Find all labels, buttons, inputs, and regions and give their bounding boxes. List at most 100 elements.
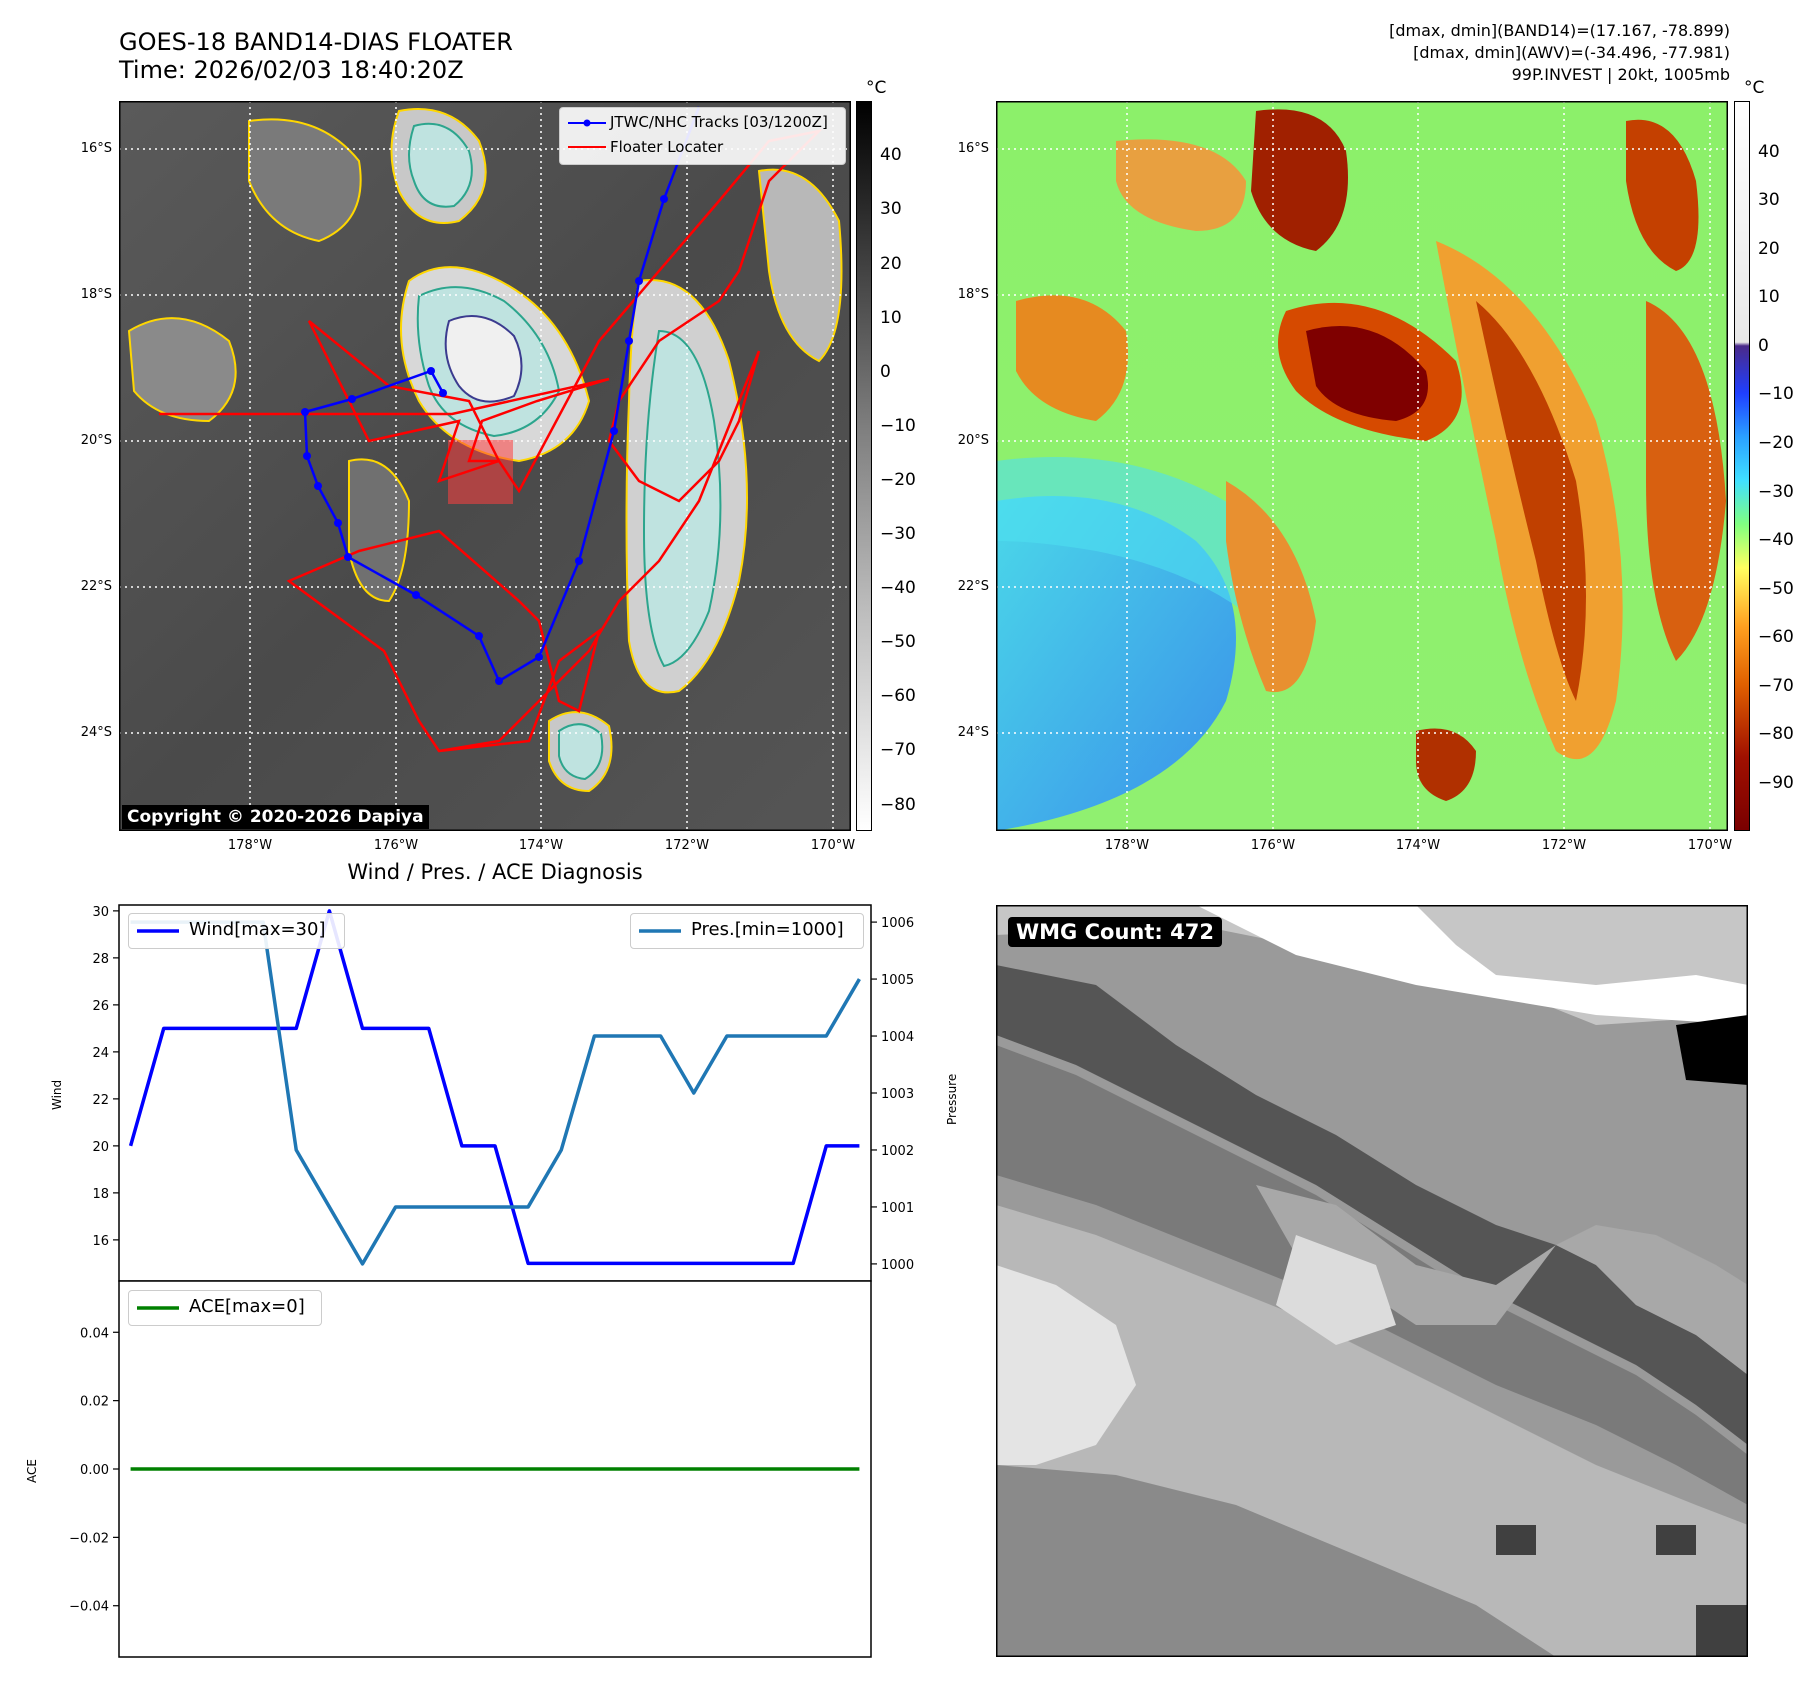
ace-tick-label: 0.02 — [80, 1395, 109, 1410]
ace-tick-label: −0.04 — [69, 1600, 109, 1615]
lon-label: 174°W — [518, 838, 564, 853]
ir-cb-tick: −50 — [880, 632, 916, 652]
wind-pressure-axes — [118, 904, 872, 1282]
wv-cb-tick: 40 — [1758, 142, 1780, 162]
copyright-label: Copyright © 2020-2026 Dapiya — [122, 805, 429, 829]
wv-cb-tick: 10 — [1758, 287, 1780, 307]
wv-cb-tick: 20 — [1758, 239, 1780, 259]
lat-label: 18°S — [957, 287, 989, 302]
lat-label: 16°S — [957, 141, 989, 156]
jtwc-track — [303, 106, 701, 683]
wv-cb-tick: −20 — [1758, 433, 1794, 453]
lat-label: 18°S — [80, 287, 112, 302]
legend-jtwc-tracks: JTWC/NHC Tracks [03/1200Z] — [610, 113, 828, 131]
wind-tick-label: 22 — [92, 1093, 109, 1108]
legend-floater-locater: Floater Locater — [610, 138, 724, 156]
wv-cb-tick: −10 — [1758, 384, 1794, 404]
wv-colorbar — [1734, 101, 1750, 831]
pressure-tick-label: 1006 — [881, 916, 914, 931]
band14-range-text: [dmax, dmin](BAND14)=(17.167, -78.899) — [1389, 21, 1730, 40]
floater-locater-track — [159, 128, 823, 753]
wind-tick-label: 30 — [92, 905, 109, 920]
figure-time: Time: 2026/02/03 18:40:20Z — [119, 56, 464, 84]
pressure-tick-label: 1005 — [881, 973, 914, 988]
wv-map-panel — [996, 101, 1728, 831]
lat-label: 24°S — [957, 725, 989, 740]
ir-cb-tick: 30 — [880, 199, 902, 219]
diagnosis-chart: 16 18 20 22 24 26 28 30 1000 1001 1002 1003 1004 1005… — [40, 904, 940, 1658]
ir-cb-tick: −80 — [880, 795, 916, 815]
wv-cb-tick: −40 — [1758, 530, 1794, 550]
wind-axis-label: Wind — [50, 1079, 64, 1110]
lon-label: 176°W — [1250, 838, 1296, 853]
pressure-tick-label: 1004 — [881, 1030, 914, 1045]
ir-legend: JTWC/NHC Tracks [03/1200Z] Floater Locat… — [559, 107, 846, 165]
ace-legend-label: ACE[max=0] — [189, 1296, 305, 1317]
ir-colorbar — [856, 101, 872, 831]
lon-label: 174°W — [1395, 838, 1441, 853]
lon-label: 170°W — [810, 838, 856, 853]
storm-info-text: 99P.INVEST | 20kt, 1005mb — [1511, 65, 1730, 84]
wv-cb-tick: −80 — [1758, 724, 1794, 744]
wind-tick-label: 24 — [92, 1046, 109, 1061]
pressure-tick-label: 1000 — [881, 1258, 914, 1273]
lat-label: 24°S — [80, 725, 112, 740]
wmg-panel: WMG Count: 472 — [996, 905, 1748, 1657]
ir-cb-tick: 0 — [880, 362, 891, 382]
wv-moist-bands — [1016, 109, 1726, 801]
lon-label: 178°W — [227, 838, 273, 853]
lon-label: 170°W — [1687, 838, 1733, 853]
lon-label: 178°W — [1104, 838, 1150, 853]
ir-cb-tick: −30 — [880, 524, 916, 544]
wv-cb-tick: −30 — [1758, 482, 1794, 502]
wind-tick-label: 26 — [92, 999, 109, 1014]
wv-cb-tick: −70 — [1758, 676, 1794, 696]
ir-cb-tick: 10 — [880, 308, 902, 328]
wind-legend-label: Wind[max=30] — [189, 919, 326, 940]
pressure-tick-label: 1001 — [881, 1201, 914, 1216]
pressure-tick-label: 1003 — [881, 1087, 914, 1102]
ace-tick-label: 0.04 — [80, 1326, 109, 1341]
lat-label: 20°S — [957, 433, 989, 448]
wv-cb-tick: −90 — [1758, 773, 1794, 793]
ir-cb-tick: −20 — [880, 470, 916, 490]
ir-cb-tick: −10 — [880, 416, 916, 436]
wv-cb-tick: 0 — [1758, 336, 1769, 356]
floater-box — [448, 440, 513, 504]
ir-cb-tick: −70 — [880, 740, 916, 760]
wv-colorbar-unit: °C — [1744, 78, 1765, 98]
ir-cb-tick: 20 — [880, 254, 902, 274]
lat-label: 20°S — [80, 433, 112, 448]
wind-tick-label: 16 — [92, 1234, 109, 1249]
wv-cb-tick: 30 — [1758, 190, 1780, 210]
wv-cb-tick: −50 — [1758, 579, 1794, 599]
ace-axis-label: ACE — [25, 1459, 39, 1483]
lat-label: 22°S — [957, 579, 989, 594]
jtwc-track-points — [301, 195, 668, 685]
ir-map-panel: JTWC/NHC Tracks [03/1200Z] Floater Locat… — [119, 101, 851, 831]
ace-legend: ACE[max=0] — [128, 1290, 322, 1326]
ir-colorbar-unit: °C — [866, 78, 887, 98]
lat-label: 22°S — [80, 579, 112, 594]
wv-dry-region — [996, 457, 1271, 831]
wmg-count-label: WMG Count: 472 — [1008, 917, 1222, 947]
lon-label: 172°W — [664, 838, 710, 853]
wind-legend: Wind[max=30] — [128, 913, 345, 949]
wmg-shading — [996, 905, 1748, 1657]
ace-tick-label: −0.02 — [69, 1531, 109, 1546]
figure-title: GOES-18 BAND14-DIAS FLOATER — [119, 28, 513, 56]
pressure-legend: Pres.[min=1000] — [630, 913, 864, 949]
wv-gridlines — [996, 101, 1728, 831]
lon-label: 172°W — [1541, 838, 1587, 853]
wind-tick-label: 18 — [92, 1187, 109, 1202]
pressure-tick-label: 1002 — [881, 1144, 914, 1159]
wind-tick-label: 28 — [92, 952, 109, 967]
pressure-legend-label: Pres.[min=1000] — [691, 919, 844, 940]
wind-tick-label: 20 — [92, 1140, 109, 1155]
ir-cb-tick: 40 — [880, 145, 902, 165]
pressure-axis-label: Pressure — [945, 1073, 959, 1125]
lon-label: 176°W — [373, 838, 419, 853]
wind-series-line — [128, 909, 860, 1266]
ir-cb-tick: −60 — [880, 686, 916, 706]
lat-label: 16°S — [80, 141, 112, 156]
